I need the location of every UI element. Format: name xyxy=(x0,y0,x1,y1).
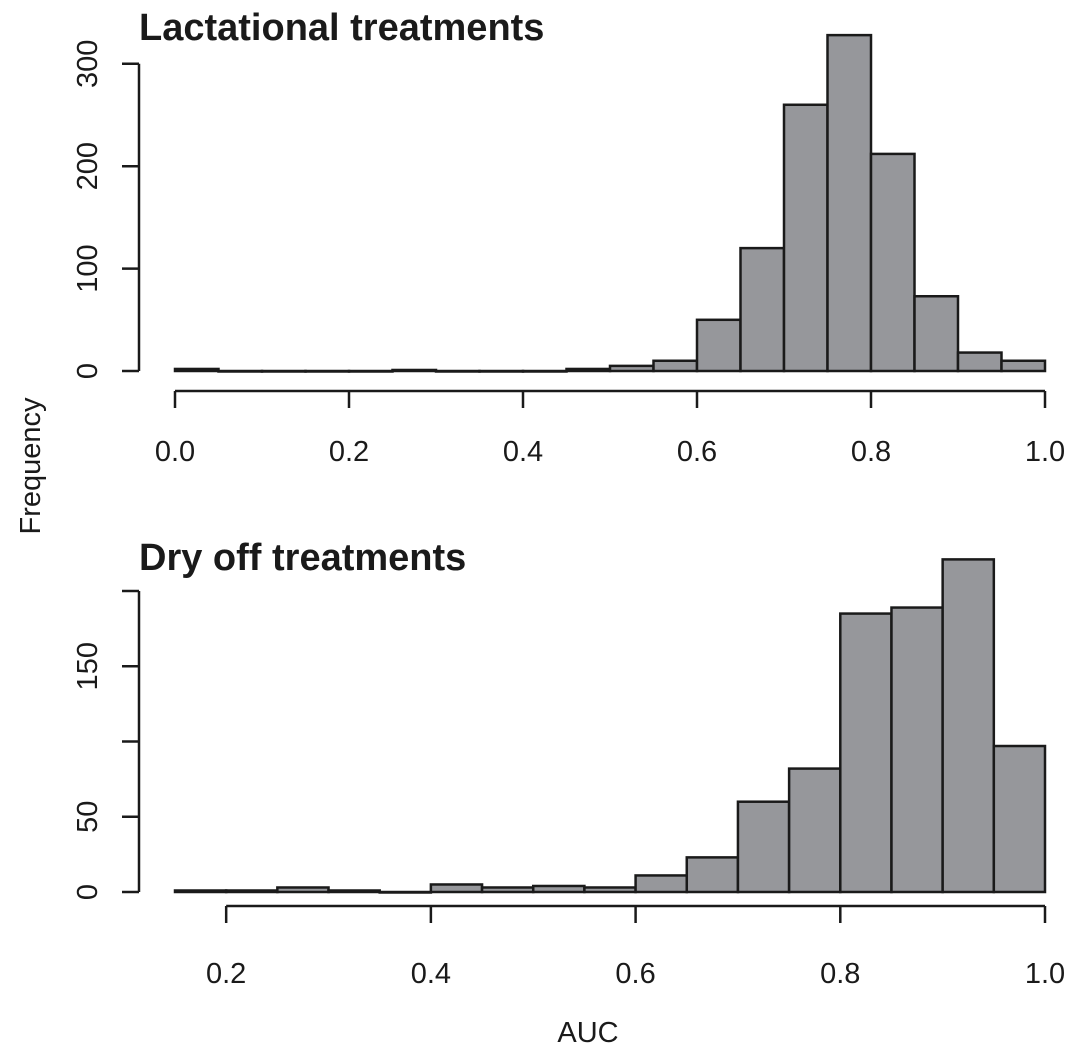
y-tick-label: 150 xyxy=(72,642,104,690)
histogram-bar xyxy=(260,369,307,373)
histogram-bar xyxy=(378,890,433,894)
histogram-bar xyxy=(480,886,535,894)
x-tick-label: 0.8 xyxy=(820,958,860,990)
histogram-bar xyxy=(583,886,637,894)
histogram-bar xyxy=(913,294,960,373)
histogram-bar xyxy=(521,369,568,373)
histogram-bar xyxy=(429,883,484,894)
lactational-panel: Lactational treatments 0.0 0.2 0.4 0.6 0.8 1.… xyxy=(72,7,1065,468)
x-tick-label: 1.0 xyxy=(1025,436,1065,468)
x-axis-title: AUC xyxy=(557,1017,618,1046)
histogram-bar xyxy=(652,359,699,373)
histogram-bar xyxy=(695,318,742,373)
histogram-bar xyxy=(685,856,740,894)
histogram-bar xyxy=(327,889,381,894)
dry-off-panel-title: Dry off treatments xyxy=(139,537,466,579)
y-tick-label: 100 xyxy=(72,244,104,292)
histogram-bar xyxy=(782,103,829,373)
histogram-bar xyxy=(347,369,394,373)
histogram-bar xyxy=(276,886,330,894)
histogram-bar xyxy=(608,364,655,373)
histogram-bar xyxy=(956,351,1003,373)
lactational-panel-title: Lactational treatments xyxy=(139,7,544,49)
x-tick-label: 0.2 xyxy=(329,436,369,468)
x-tick-label: 1.0 xyxy=(1025,958,1065,990)
histogram-bar xyxy=(391,368,438,373)
histogram-bar xyxy=(478,369,525,373)
histogram-bar xyxy=(736,800,791,894)
x-tick-label: 0.8 xyxy=(851,436,891,468)
histogram-bar xyxy=(1000,359,1047,373)
histogram-bar xyxy=(634,874,689,894)
y-tick-label: 0 xyxy=(72,884,104,900)
dry-off-panel: Dry off treatments 0.2 0.4 0.6 0.8 1.0 0 50 150 xyxy=(72,537,1065,990)
histogram-bar xyxy=(531,884,586,894)
histogram-bar xyxy=(992,744,1047,894)
histogram-bar xyxy=(217,369,264,373)
y-tick-label: 50 xyxy=(72,801,104,833)
x-tick-label: 0.0 xyxy=(155,436,195,468)
histogram-bar xyxy=(173,367,220,373)
y-axis-title: Frequency xyxy=(15,397,47,535)
histogram-bar xyxy=(869,152,916,373)
histogram-bar xyxy=(173,889,228,894)
x-tick-label: 0.6 xyxy=(677,436,717,468)
y-tick-label: 300 xyxy=(72,40,104,88)
x-tick-label: 0.2 xyxy=(206,958,246,990)
x-tick-label: 0.6 xyxy=(615,958,655,990)
histogram-bar xyxy=(739,246,786,373)
histogram-bar xyxy=(839,612,893,894)
histogram-bar xyxy=(826,33,873,373)
histogram-bar xyxy=(434,369,481,373)
histogram-bar xyxy=(890,606,944,894)
histogram-bar xyxy=(304,369,351,373)
x-tick-label: 0.4 xyxy=(411,958,451,990)
y-tick-label: 200 xyxy=(72,142,104,190)
histogram-bar xyxy=(787,767,842,894)
histogram-bar xyxy=(941,558,996,894)
histogram-bar xyxy=(565,367,612,373)
y-tick-label: 0 xyxy=(72,363,104,379)
x-tick-label: 0.4 xyxy=(503,436,543,468)
histogram-bar xyxy=(224,889,279,894)
